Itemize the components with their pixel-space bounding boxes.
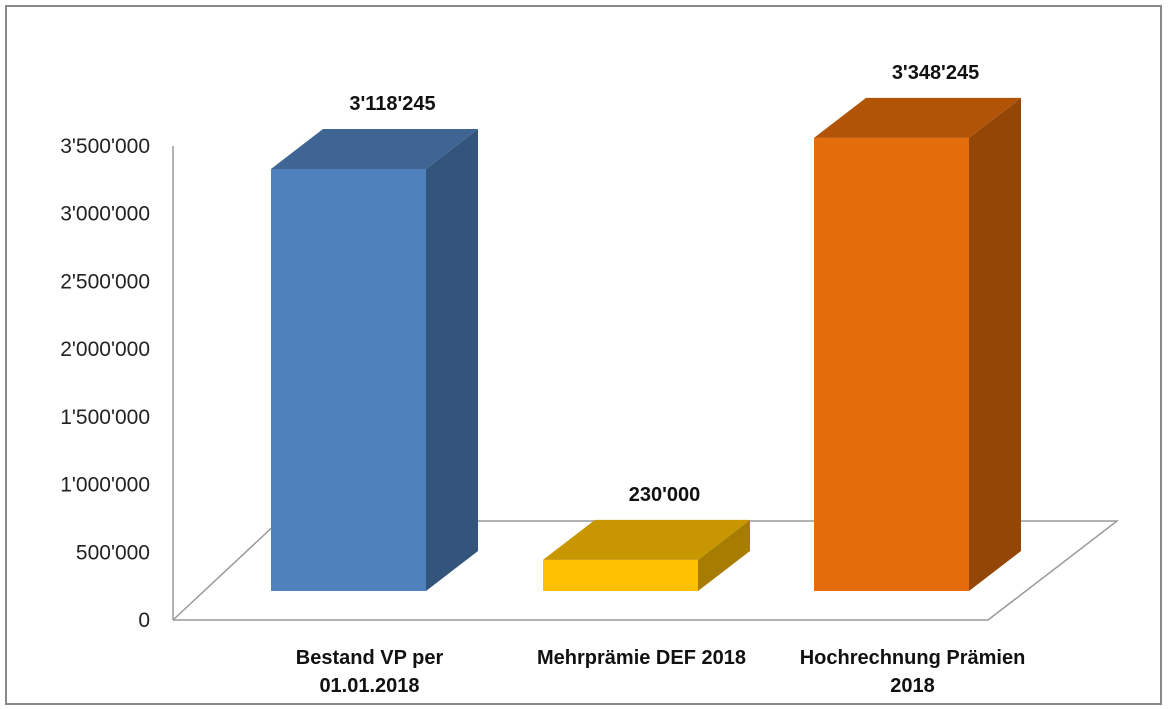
bar-front xyxy=(271,169,426,591)
bar-top xyxy=(271,129,478,169)
category-label: Mehrprämie DEF 2018 xyxy=(537,647,746,669)
category-label: Bestand VP per 01.01.2018 xyxy=(296,647,444,697)
bar-side xyxy=(698,519,750,591)
y-tick-label: 1'000'000 xyxy=(60,474,150,497)
bar xyxy=(271,129,478,591)
y-tick-label: 1'500'000 xyxy=(60,406,150,429)
bar-side xyxy=(969,97,1021,591)
y-tick-label: 0 xyxy=(138,609,150,632)
data-label: 230'000 xyxy=(629,484,701,506)
bar xyxy=(543,519,750,591)
y-tick-label: 2'000'000 xyxy=(60,338,150,361)
data-labels: 3'118'245 230'000 3'348'245 xyxy=(349,62,979,506)
data-label: 3'348'245 xyxy=(892,62,979,84)
bar-front xyxy=(814,137,969,591)
category-label: Hochrechnung Prämien 2018 xyxy=(800,647,1026,697)
y-tick-label: 3'500'000 xyxy=(60,135,150,158)
floor-outline xyxy=(172,520,1120,621)
data-label: 3'118'245 xyxy=(349,93,435,115)
y-tick-label: 2'500'000 xyxy=(60,270,150,293)
bar-side xyxy=(426,129,478,591)
y-tick-label: 500'000 xyxy=(76,541,150,564)
bar-top xyxy=(814,97,1021,138)
category-labels: Bestand VP per 01.01.2018 Mehrprämie DEF 2… xyxy=(296,647,1026,697)
bar-top xyxy=(543,519,750,560)
bar-front xyxy=(543,559,698,591)
y-axis: 0 500'000 1'000'000 1'500'000 2'000'000 2'500… xyxy=(60,135,174,632)
bars xyxy=(271,97,1021,591)
y-tick-label: 3'000'000 xyxy=(60,203,150,226)
chart-floor xyxy=(172,520,1120,621)
bar xyxy=(814,97,1021,591)
